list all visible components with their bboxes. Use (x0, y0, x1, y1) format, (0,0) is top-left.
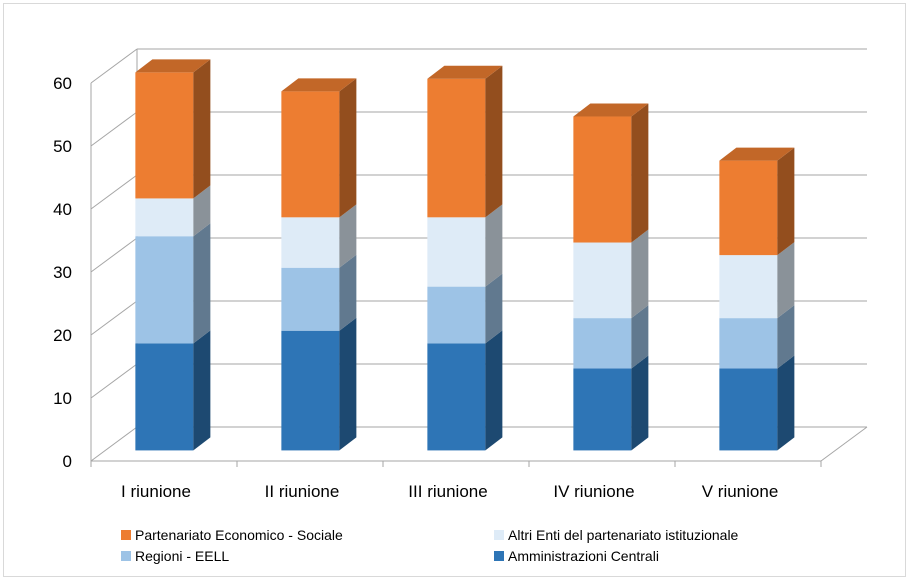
bar-front-altri-enti-del-partenariato-istituzionale (719, 255, 778, 319)
legend-swatch (121, 530, 131, 540)
legend-swatch (494, 530, 504, 540)
bar-front-altri-enti-del-partenariato-istituzionale (281, 217, 340, 268)
bar-side (631, 305, 649, 369)
bar-front-partenariato-economico-sociale (135, 72, 194, 199)
bar-side (339, 204, 357, 268)
legend-label: Regioni - EELL (135, 548, 229, 564)
x-category-label: II riunione (265, 482, 340, 501)
chart-frame: 0 10 20 30 40 50 60 I riunione II riunione III ri… (3, 3, 906, 577)
legend-label: Partenariato Economico - Sociale (135, 527, 343, 543)
x-category-label: III riunione (408, 482, 487, 501)
bar-front-amministrazioni-centrali (281, 330, 340, 451)
legend-swatch (494, 551, 504, 561)
bar-front-regioni-eell (719, 318, 778, 369)
gridline-side (90, 237, 138, 273)
y-tick-label: 10 (53, 389, 72, 408)
y-tick-label: 0 (63, 452, 72, 471)
x-category-label: IV riunione (553, 482, 634, 501)
bar-side (339, 254, 357, 331)
y-tick-label: 40 (53, 200, 72, 219)
bar-side (485, 204, 503, 287)
bar-front-regioni-eell (135, 236, 194, 344)
bar-side (777, 147, 795, 256)
bar-side (631, 229, 649, 319)
y-tick-label: 30 (53, 263, 72, 282)
bar-front-regioni-eell (427, 286, 486, 344)
bar-side (777, 305, 795, 369)
bar-side (485, 273, 503, 344)
bar-front-amministrazioni-centrali (719, 368, 778, 451)
y-tick-label: 50 (53, 137, 72, 156)
bar-front-amministrazioni-centrali (427, 343, 486, 451)
bar-side (777, 355, 795, 451)
bar-side (485, 330, 503, 451)
bar-side (777, 242, 795, 319)
bar-side (339, 78, 357, 218)
bar-front-altri-enti-del-partenariato-istituzionale (573, 242, 632, 319)
bar-front-regioni-eell (573, 318, 632, 369)
gridline-side (90, 300, 138, 336)
floor-right-edge (820, 426, 868, 462)
bar-front-amministrazioni-centrali (135, 343, 194, 451)
legend-label: Altri Enti del partenariato istituzional… (508, 527, 739, 543)
bar-top (135, 59, 211, 73)
bar-side (193, 330, 211, 451)
y-tick-label: 20 (53, 326, 72, 345)
bar-front-altri-enti-del-partenariato-istituzionale (135, 198, 194, 237)
bar-top (281, 78, 357, 92)
bar-front-partenariato-economico-sociale (281, 91, 340, 218)
bar-side (193, 59, 211, 199)
bar-front-amministrazioni-centrali (573, 368, 632, 451)
x-category-label: I riunione (121, 482, 191, 501)
legend-label: Amministrazioni Centrali (508, 548, 659, 564)
gridline-side (90, 426, 138, 462)
gridline-side (90, 111, 138, 147)
bar-front-partenariato-economico-sociale (719, 160, 778, 256)
bar-side (193, 185, 211, 237)
bar-side (193, 223, 211, 344)
bar-side (339, 317, 357, 451)
gridline-side (90, 363, 138, 399)
bar-top (719, 147, 795, 161)
x-category-label: V riunione (702, 482, 779, 501)
bar-top (573, 103, 649, 117)
stacked-3d-bar-chart: 0 10 20 30 40 50 60 I riunione II riunione III ri… (53, 48, 868, 564)
bar-top (427, 65, 503, 79)
gridline-side (90, 48, 138, 84)
bar-front-partenariato-economico-sociale (427, 78, 486, 218)
bar-front-partenariato-economico-sociale (573, 116, 632, 243)
bar-side (485, 65, 503, 218)
bar-front-altri-enti-del-partenariato-istituzionale (427, 217, 486, 287)
y-tick-label: 60 (53, 74, 72, 93)
legend-swatch (121, 551, 131, 561)
bar-front-regioni-eell (281, 267, 340, 331)
bar-side (631, 103, 649, 243)
bar-side (631, 355, 649, 451)
gridline-side (90, 174, 138, 210)
